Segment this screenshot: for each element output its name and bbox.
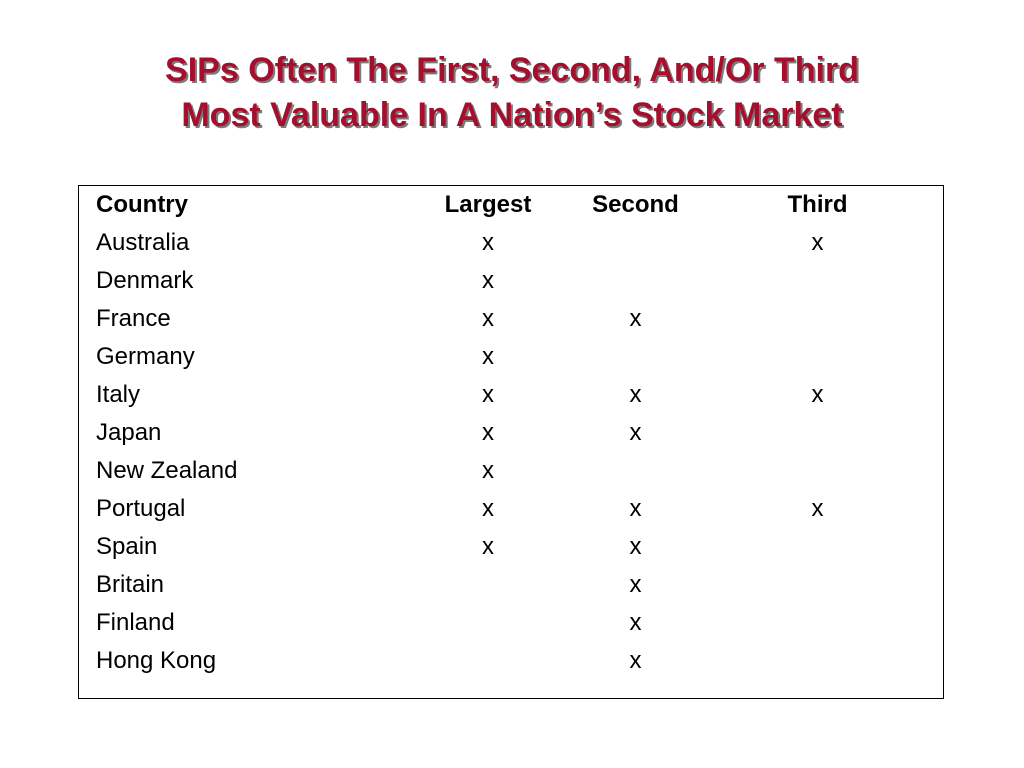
third-cell [732, 300, 903, 338]
largest-cell: x [482, 267, 494, 294]
third-cell [732, 262, 903, 300]
third-cell [732, 414, 903, 452]
third-cell [732, 566, 903, 604]
largest-cell: x [482, 343, 494, 370]
table-row: Spain x x [96, 528, 903, 566]
largest-cell [437, 566, 539, 604]
country-cell: Germany [96, 343, 195, 370]
header-largest: Largest [444, 191, 532, 218]
country-cell: Hong Kong [96, 647, 217, 674]
third-cell [732, 642, 903, 680]
slide-title-line-2: Most Valuable In A Nation’s Stock Market [181, 96, 843, 134]
second-cell: x [629, 495, 642, 522]
second-cell: x [629, 305, 642, 332]
country-cell: Italy [96, 381, 141, 408]
largest-cell: x [482, 305, 494, 332]
country-cell: Japan [96, 419, 162, 446]
largest-cell: x [482, 419, 494, 446]
second-cell: x [629, 381, 642, 408]
table-row: Italy x x x [96, 376, 903, 414]
second-cell [539, 262, 732, 300]
second-cell [539, 224, 732, 262]
second-cell: x [629, 571, 642, 598]
table-row: France x x [96, 300, 903, 338]
second-cell [539, 452, 732, 490]
largest-cell: x [482, 495, 494, 522]
table-row: Denmark x [96, 262, 903, 300]
largest-cell: x [482, 229, 494, 256]
header-country: Country [96, 191, 188, 218]
largest-cell: x [482, 457, 494, 484]
country-cell: Denmark [96, 267, 194, 294]
second-cell [539, 338, 732, 376]
table-row: Germany x [96, 338, 903, 376]
country-cell: France [96, 305, 171, 332]
country-cell: Finland [96, 609, 175, 636]
sip-ranking-table: Country Largest Second Third Australia x x… [96, 186, 903, 680]
table-row: Finland x [96, 604, 903, 642]
second-cell: x [629, 533, 642, 560]
third-cell [732, 338, 903, 376]
third-cell [732, 604, 903, 642]
country-cell: New Zealand [96, 457, 238, 484]
table-header-row: Country Largest Second Third [96, 186, 903, 224]
largest-cell [437, 604, 539, 642]
table-row: Australia x x [96, 224, 903, 262]
country-cell: Portugal [96, 495, 186, 522]
second-cell: x [629, 609, 642, 636]
table-row: New Zealand x [96, 452, 903, 490]
table-border [78, 185, 944, 699]
third-cell: x [811, 381, 824, 408]
table-row: Britain x [96, 566, 903, 604]
third-cell [732, 452, 903, 490]
table-row: Japan x x [96, 414, 903, 452]
header-third: Third [787, 191, 848, 218]
largest-cell: x [482, 381, 494, 408]
largest-cell: x [482, 533, 494, 560]
third-cell [732, 528, 903, 566]
slide-title: SIPs Often The First, Second, And/Or Thi… [0, 48, 1024, 138]
second-cell: x [629, 419, 642, 446]
third-cell: x [811, 229, 824, 256]
table-row: Portugal x x x [96, 490, 903, 528]
table-body: Australia x x Denmark x France x x Germany x Italy… [96, 224, 903, 680]
table-row: Hong Kong x [96, 642, 903, 680]
country-cell: Britain [96, 571, 165, 598]
country-cell: Australia [96, 229, 190, 256]
third-cell: x [811, 495, 824, 522]
slide-title-line-1: SIPs Often The First, Second, And/Or Thi… [165, 51, 859, 89]
country-cell: Spain [96, 533, 158, 560]
header-second: Second [592, 191, 679, 218]
largest-cell [437, 642, 539, 680]
second-cell: x [629, 647, 642, 674]
